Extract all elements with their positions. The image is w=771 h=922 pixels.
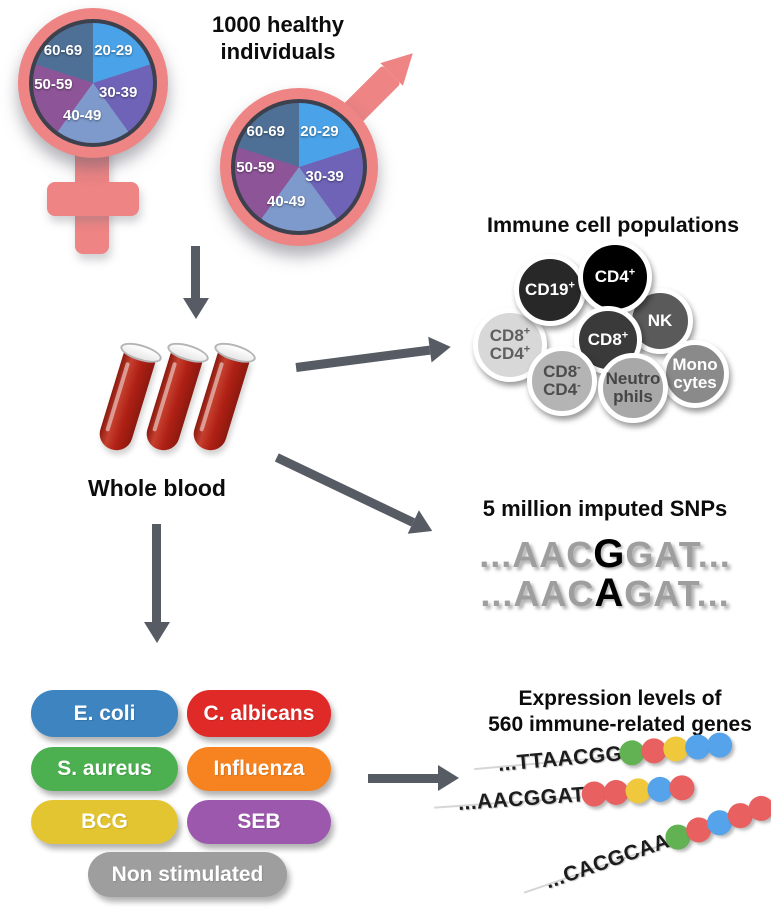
expression-row-3: ...CACGCAA [542, 792, 771, 895]
age-label-40-49: 40-49 [63, 107, 102, 124]
cohort-label-line2: individuals [220, 38, 336, 64]
cell-label: CD8+ [489, 324, 531, 345]
female-circle: 20-29 30-39 40-49 50-59 60-69 [18, 8, 168, 158]
snp-sequence-reference: ...AACGGAT... [455, 532, 755, 577]
cell-label: Mono [672, 354, 718, 374]
stimulus-bcg: BCG [31, 800, 178, 844]
gene-sequence: ...TTAACGG [496, 741, 624, 776]
cell-label: phils [613, 387, 653, 406]
male-symbol: 20-29 30-39 40-49 50-59 60-69 [218, 41, 428, 253]
snp-prefix: ...AAC [480, 573, 595, 614]
cell-cd4: CD4+ [578, 240, 652, 314]
arrow-stimulations-to-expression [368, 765, 459, 791]
cell-label: CD19+ [525, 279, 575, 299]
expression-dot [668, 774, 696, 802]
stimulus-seb: SEB [187, 800, 331, 844]
arrow-shaft [368, 773, 438, 783]
cell-cd8neg-cd4neg: CD8- CD4- [527, 346, 597, 416]
cell-cd19: CD19+ [514, 254, 586, 326]
snp-prefix: ...AAC [479, 534, 594, 575]
cell-label: Neutro [605, 368, 661, 388]
arrow-blood-to-cells [294, 334, 453, 380]
cell-cd8pos-cd4pos: CD8+ CD4+ [473, 308, 547, 382]
stimulus-influenza: Influenza [187, 747, 331, 791]
cell-label: CD4+ [489, 343, 531, 363]
pill-label: Non stimulated [111, 862, 264, 886]
arrow-shaft [152, 524, 162, 622]
expression-row-1: ...TTAACGG [496, 731, 733, 777]
arrow-cohort-to-blood [183, 246, 209, 319]
cell-label: CD8+ [587, 329, 629, 349]
cell-label: CD4+ [594, 266, 636, 286]
cell-label: CD8- [543, 360, 581, 381]
arrow-blood-to-snps [271, 445, 438, 543]
expression-row-2: ...AACGGAT [457, 774, 696, 815]
pill-label: Influenza [213, 757, 305, 780]
male-circle: 20-29 30-39 40-49 50-59 60-69 [220, 88, 378, 246]
expression-title-line2: 560 immune-related genes [488, 712, 752, 736]
female-cross-horizontal-bar [47, 182, 139, 216]
stimulus-e-coli: E. coli [31, 690, 178, 737]
age-label-50-59: 50-59 [34, 75, 73, 93]
gene-sequence: ...AACGGAT [457, 782, 586, 815]
stimulus-c-albicans: C. albicans [187, 690, 331, 737]
snps-title: 5 million imputed SNPs [482, 496, 728, 521]
cohort-label: 1000 healthy individuals [168, 12, 388, 66]
expression-title: Expression levels of 560 immune-related … [460, 686, 771, 737]
female-symbol: 20-29 30-39 40-49 50-59 60-69 [16, 4, 186, 256]
expression-title-line1: Expression levels of [518, 687, 722, 710]
cell-neutrophils: Neutro phils [598, 353, 668, 423]
whole-blood-label: Whole blood [88, 475, 226, 501]
pill-label: SEB [237, 810, 281, 833]
snp-variant-allele: G [593, 532, 626, 576]
male-age-pie: 20-29 30-39 40-49 50-59 60-69 [235, 103, 363, 231]
expression-dot [705, 731, 733, 759]
cell-monocytes: Mono cytes [661, 340, 729, 408]
pill-label: C. albicans [203, 701, 315, 725]
snp-sequence-alternate: ...AACAGAT... [455, 571, 755, 616]
arrow-head [183, 298, 209, 319]
arrow-shaft [295, 345, 431, 372]
snp-variant-allele: A [594, 571, 625, 615]
age-label-60-69: 60-69 [246, 123, 285, 141]
cell-label: CD4- [543, 379, 581, 399]
arrow-blood-to-stimulations [144, 524, 170, 643]
blood-tubes [95, 338, 284, 479]
snp-suffix: GAT... [624, 573, 730, 614]
immune-cells-title: Immune cell populations [486, 213, 740, 237]
stimulus-s-aureus: S. aureus [31, 747, 178, 791]
arrow-head [144, 622, 170, 643]
arrow-shaft [191, 246, 201, 298]
age-label-40-49: 40-49 [267, 192, 306, 210]
arrow-head [428, 334, 453, 363]
age-label-20-29: 20-29 [94, 42, 133, 60]
gene-sequence: ...CACGCAA [542, 828, 673, 893]
arrow-head [438, 765, 459, 791]
arrow-head [407, 510, 438, 543]
cell-label: cytes [673, 373, 717, 392]
stimulus-non-stimulated: Non stimulated [88, 852, 287, 897]
age-label-30-39: 30-39 [305, 168, 344, 186]
cohort-label-line1: 1000 healthy [211, 12, 345, 37]
age-label-60-69: 60-69 [43, 42, 83, 60]
age-label-30-39: 30-39 [99, 84, 138, 102]
arrow-shaft [275, 452, 416, 527]
age-label-20-29: 20-29 [300, 123, 339, 141]
snp-suffix: GAT... [625, 534, 731, 575]
pill-label: S. aureus [57, 757, 152, 780]
cell-label: NK [647, 310, 673, 330]
pill-label: E. coli [73, 701, 136, 725]
female-age-pie: 20-29 30-39 40-49 50-59 60-69 [33, 23, 153, 143]
age-label-50-59: 50-59 [236, 159, 275, 177]
pill-label: BCG [81, 810, 128, 833]
